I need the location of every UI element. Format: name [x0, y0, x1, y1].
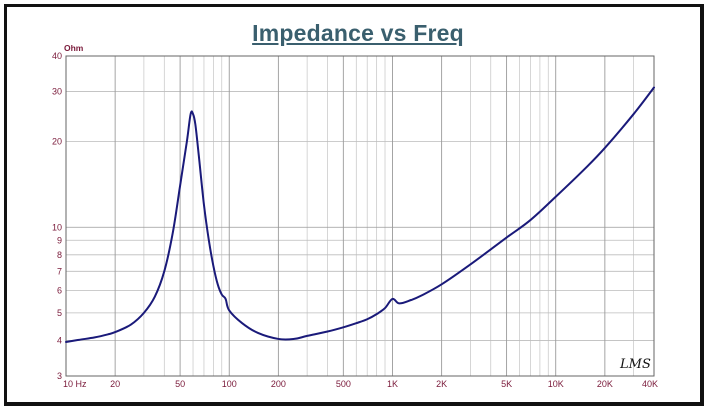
y-tick-label: 6: [57, 285, 62, 295]
y-tick-label: 20: [52, 137, 62, 147]
chart-title: Impedance vs Freq: [252, 20, 464, 46]
x-tick-label: 40K: [642, 379, 658, 389]
major-grid: [65, 56, 654, 376]
x-tick-label: 50: [175, 379, 185, 389]
chart-frame: [4, 4, 704, 406]
y-tick-label: 30: [52, 87, 62, 97]
y-axis-unit: Ohm: [64, 43, 84, 53]
x-tick-label: 20K: [597, 379, 613, 389]
x-tick-label: 1K: [387, 379, 398, 389]
y-tick-label: 9: [57, 235, 62, 245]
y-tick-label: 4: [57, 335, 62, 345]
x-tick-label: 10 Hz: [63, 379, 87, 389]
x-tick-label: 10K: [548, 379, 564, 389]
impedance-curve: [65, 86, 655, 344]
x-tick-label: 200: [271, 379, 286, 389]
y-tick-label: 3: [57, 371, 62, 381]
series-layer: [65, 86, 655, 344]
y-tick-label: 5: [57, 308, 62, 318]
y-tick-label: 40: [52, 51, 62, 61]
x-tick-label: 500: [336, 379, 351, 389]
plot-border: [65, 55, 655, 377]
x-tick-label: 20: [110, 379, 120, 389]
y-tick-label: 7: [57, 266, 62, 276]
minor-grid: [66, 55, 655, 377]
y-tick-label: 10: [52, 222, 62, 232]
y-tick-label: 8: [57, 250, 62, 260]
x-tick-label: 2K: [436, 379, 447, 389]
x-tick-label: 100: [222, 379, 237, 389]
watermark-signature: LMS: [619, 357, 651, 372]
x-tick-labels: 10 Hz 20 50 100 200 500 1K 2K 5K 10K 20K 40K: [63, 379, 658, 389]
y-tick-labels: 3 4 5 6 7 8 9 10 20 30 40: [52, 51, 62, 381]
x-tick-label: 5K: [501, 379, 512, 389]
